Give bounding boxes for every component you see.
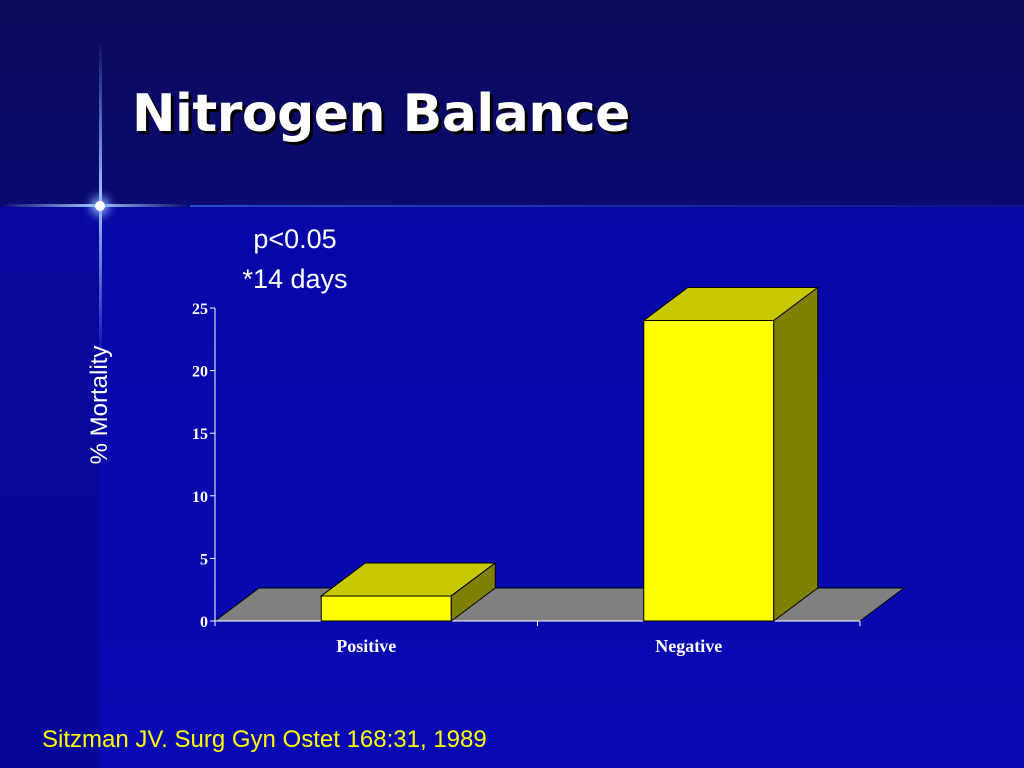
x-category-label: Negative <box>655 636 722 656</box>
sparkle-vertical <box>99 40 102 360</box>
citation: Sitzman JV. Surg Gyn Ostet 168:31, 1989 <box>42 726 487 753</box>
p-value-note: p<0.05 <box>253 224 337 254</box>
left-band <box>0 207 100 768</box>
y-tick-label: 15 <box>192 426 208 443</box>
y-tick-label: 25 <box>192 301 208 318</box>
title-band <box>0 0 1024 207</box>
x-category-label: Positive <box>336 636 396 656</box>
y-tick-label: 20 <box>192 364 208 381</box>
y-tick-label: 5 <box>200 551 208 568</box>
slide-title: Nitrogen Balance <box>132 84 630 144</box>
bar-side-negative <box>773 286 819 622</box>
bar-front-positive <box>320 595 452 622</box>
y-tick-label: 10 <box>192 489 208 506</box>
divider-line <box>190 205 1024 207</box>
bar-side-positive <box>450 561 496 622</box>
days-note: *14 days <box>242 264 348 294</box>
y-tick-label: 0 <box>200 614 208 631</box>
bar-front-negative <box>643 320 775 622</box>
sparkle-star-icon <box>95 201 105 211</box>
